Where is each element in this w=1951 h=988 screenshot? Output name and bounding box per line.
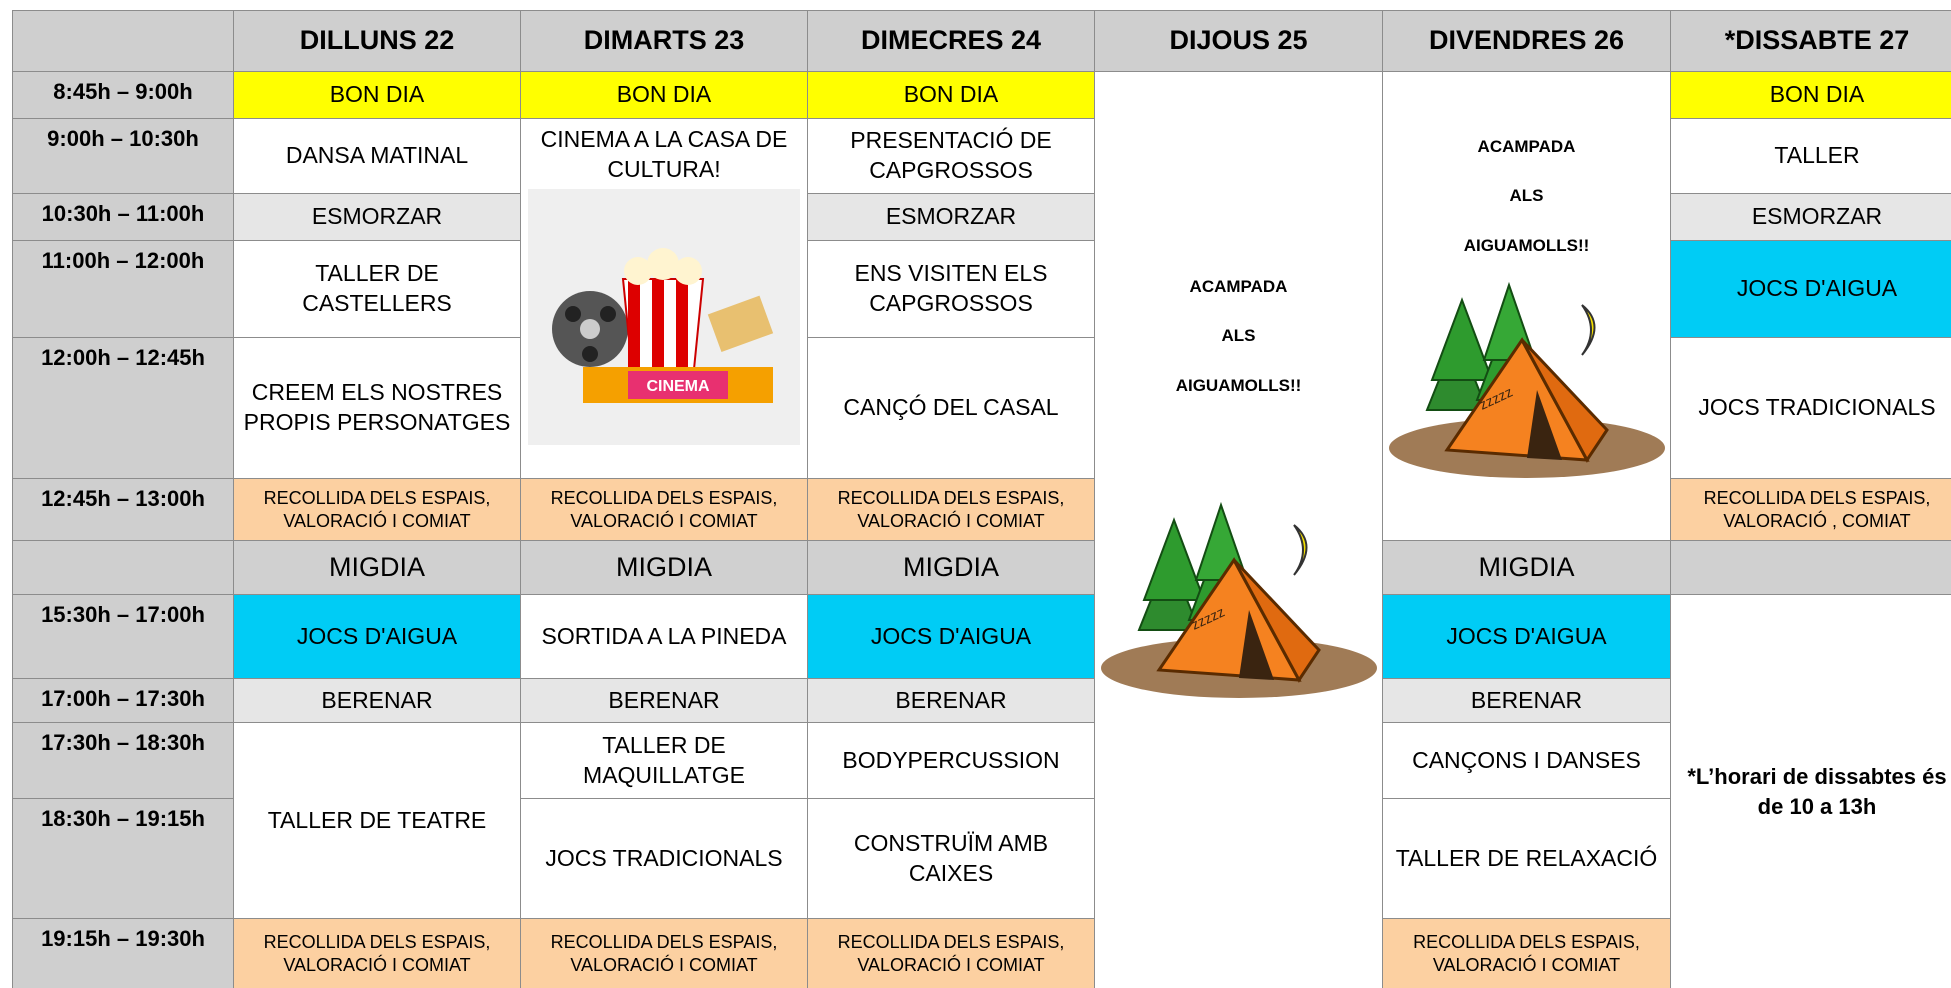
cell: DIMECRES 24	[807, 10, 1095, 72]
cell: DANSA MATINAL	[233, 118, 521, 194]
cell: DIMARTS 23	[520, 10, 808, 72]
cell: TALLER DE CASTELLERS	[233, 240, 521, 338]
cell: BERENAR	[807, 678, 1095, 723]
cell: CREEM ELS NOSTRES PROPIS PERSONATGES	[233, 337, 521, 479]
cell: JOCS D'AIGUA	[807, 594, 1095, 679]
cell: RECOLLIDA DELS ESPAIS, VALORACIÓ I COMIA…	[233, 918, 521, 988]
cell: MIGDIA	[233, 540, 521, 595]
cell: RECOLLIDA DELS ESPAIS, VALORACIÓ I COMIA…	[1382, 918, 1671, 988]
cell-text: CINEMA A LA CASA DE CULTURA!	[540, 126, 788, 182]
cell: JOCS D'AIGUA	[233, 594, 521, 679]
cell: 17:30h – 18:30h	[12, 722, 234, 799]
cell: BODYPERCUSSION	[807, 722, 1095, 799]
cell: CONSTRUÏM AMB CAIXES	[807, 798, 1095, 919]
cell: RECOLLIDA DELS ESPAIS, VALORACIÓ I COMIA…	[520, 918, 808, 988]
cell: *DISSABTE 27	[1670, 10, 1951, 72]
cell: BON DIA	[807, 71, 1095, 119]
cell-text: *L’horari de dissabtes és de 10 a 13h	[1687, 763, 1947, 819]
cell: 10:30h – 11:00h	[12, 193, 234, 241]
cell: *L’horari de dissabtes és de 10 a 13h	[1670, 594, 1951, 988]
cell: BERENAR	[233, 678, 521, 723]
cell: BON DIA	[1670, 71, 1951, 119]
cell: JOCS TRADICIONALS	[1670, 337, 1951, 479]
cell: 17:00h – 17:30h	[12, 678, 234, 723]
cell: BERENAR	[520, 678, 808, 723]
cell: 11:00h – 12:00h	[12, 240, 234, 338]
cell-text: ACAMPADA ALS AIGUAMOLLS!!	[1175, 277, 1302, 395]
cell: MIGDIA	[1382, 540, 1671, 595]
cell: 8:45h – 9:00h	[12, 71, 234, 119]
svg-text:CINEMA: CINEMA	[646, 378, 710, 395]
cell: RECOLLIDA DELS ESPAIS, VALORACIÓ , COMIA…	[1670, 478, 1951, 541]
cell: ENS VISITEN ELS CAPGROSSOS	[807, 240, 1095, 338]
cell: ACAMPADA ALS AIGUAMOLLS!!	[1094, 71, 1383, 988]
cell: 9:00h – 10:30h	[12, 118, 234, 194]
schedule-table: DILLUNS 22 DIMARTS 23 DIMECRES 24 DIJOUS 25…	[12, 10, 1951, 988]
cell: 18:30h – 19:15h	[12, 798, 234, 919]
tent-image	[1099, 500, 1379, 710]
cell: TALLER DE RELAXACIÓ	[1382, 798, 1671, 919]
cell: MIGDIA	[520, 540, 808, 595]
cell: CANÇÓ DEL CASAL	[807, 337, 1095, 479]
cell: 19:15h – 19:30h	[12, 918, 234, 988]
cell: 12:45h – 13:00h	[12, 478, 234, 541]
cell: ACAMPADA ALS AIGUAMOLLS!!	[1382, 71, 1671, 541]
cell: PRESENTACIÓ DE CAPGROSSOS	[807, 118, 1095, 194]
cell: ESMORZAR	[807, 193, 1095, 241]
cell: CANÇONS I DANSES	[1382, 722, 1671, 799]
cell: TALLER	[1670, 118, 1951, 194]
tent-image	[1387, 280, 1667, 490]
cell: SORTIDA A LA PINEDA	[520, 594, 808, 679]
cell: RECOLLIDA DELS ESPAIS, VALORACIÓ I COMIA…	[520, 478, 808, 541]
cell: 15:30h – 17:00h	[12, 594, 234, 679]
cell: JOCS D'AIGUA	[1670, 240, 1951, 338]
cell	[12, 540, 234, 595]
cell: BON DIA	[520, 71, 808, 119]
cell: MIGDIA	[807, 540, 1095, 595]
cell: JOCS D'AIGUA	[1382, 594, 1671, 679]
cell: DILLUNS 22	[233, 10, 521, 72]
cell: TALLER DE TEATRE	[233, 722, 521, 919]
cell	[12, 10, 234, 72]
cell	[1670, 540, 1951, 595]
cell: ESMORZAR	[233, 193, 521, 241]
cell: 12:00h – 12:45h	[12, 337, 234, 479]
cell: ESMORZAR	[1670, 193, 1951, 241]
cell: RECOLLIDA DELS ESPAIS, VALORACIÓ I COMIA…	[807, 918, 1095, 988]
cell: DIJOUS 25	[1094, 10, 1383, 72]
cell: RECOLLIDA DELS ESPAIS, VALORACIÓ I COMIA…	[233, 478, 521, 541]
cell: CINEMA A LA CASA DE CULTURA! CINEMA	[520, 118, 808, 479]
cell: DIVENDRES 26	[1382, 10, 1671, 72]
cell: TALLER DE MAQUILLATGE	[520, 722, 808, 799]
cell: BERENAR	[1382, 678, 1671, 723]
cinema-image: CINEMA	[528, 188, 800, 445]
cell: RECOLLIDA DELS ESPAIS, VALORACIÓ I COMIA…	[807, 478, 1095, 541]
cell-text: ACAMPADA ALS AIGUAMOLLS!!	[1463, 137, 1590, 255]
cell: BON DIA	[233, 71, 521, 119]
cell: JOCS TRADICIONALS	[520, 798, 808, 919]
